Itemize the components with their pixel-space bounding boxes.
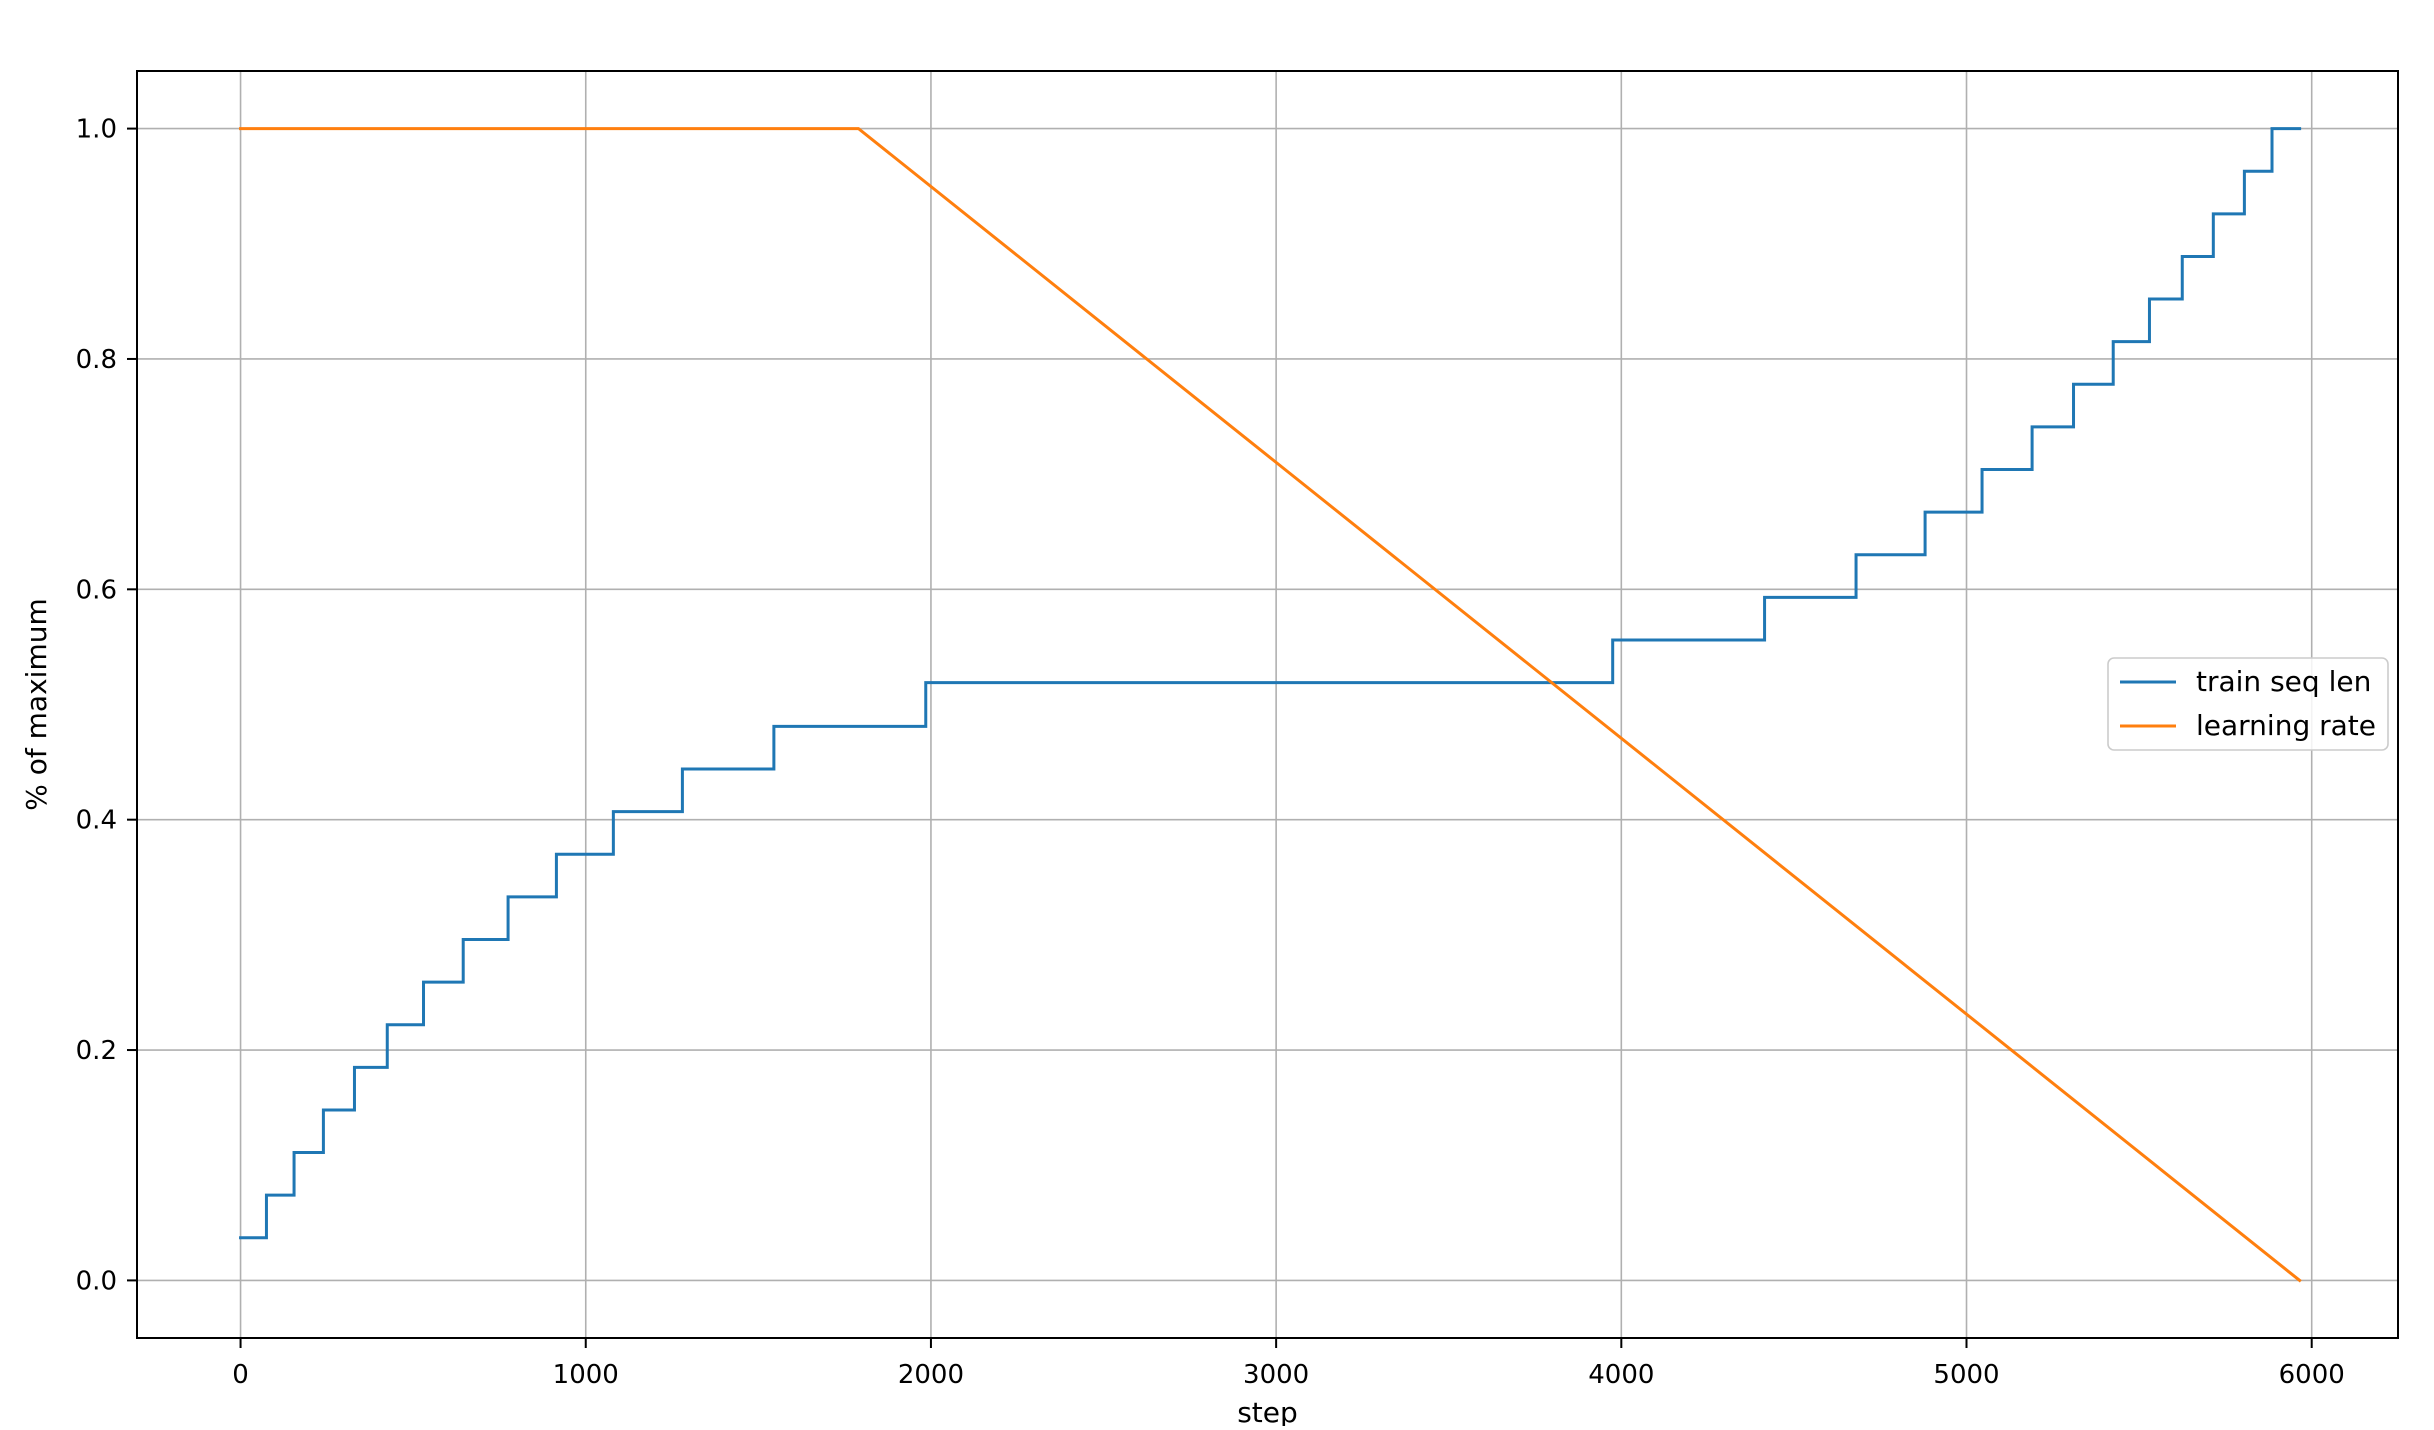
series-line-1 (239, 127, 2302, 1283)
y-axis-label: % of maximum (20, 598, 53, 810)
series-line-0 (239, 127, 2302, 1240)
plot-frame (136, 70, 2399, 1339)
legend-label: train seq len (2196, 665, 2371, 698)
y-tick-label: 0.2 (76, 1036, 117, 1066)
y-tick-label: 0.6 (76, 575, 117, 605)
legend-box (2107, 657, 2389, 751)
x-tick-label: 1000 (553, 1360, 619, 1390)
ticks: 0 1000 2000 3000 4000 5000 6000 0.0 0.2 0.4 0.6 0.8… (76, 115, 2345, 1390)
series-layer (239, 127, 2302, 1283)
y-tick-label: 1.0 (76, 115, 117, 145)
x-tick-label: 5000 (1933, 1360, 1999, 1390)
y-tick-label: 0.0 (76, 1266, 117, 1296)
grid (137, 71, 2398, 1338)
y-tick-label: 0.4 (76, 806, 117, 836)
y-tick-label: 0.8 (76, 345, 117, 375)
x-tick-label: 2000 (898, 1360, 964, 1390)
x-tick-label: 6000 (2279, 1360, 2345, 1390)
x-tick-label: 4000 (1588, 1360, 1654, 1390)
x-axis-label: step (1237, 1396, 1298, 1426)
legend-label: learning rate (2196, 709, 2376, 742)
x-tick-label: 0 (232, 1360, 249, 1390)
x-tick-label: 3000 (1243, 1360, 1309, 1390)
legend: train seq len learning rate (2107, 657, 2389, 751)
